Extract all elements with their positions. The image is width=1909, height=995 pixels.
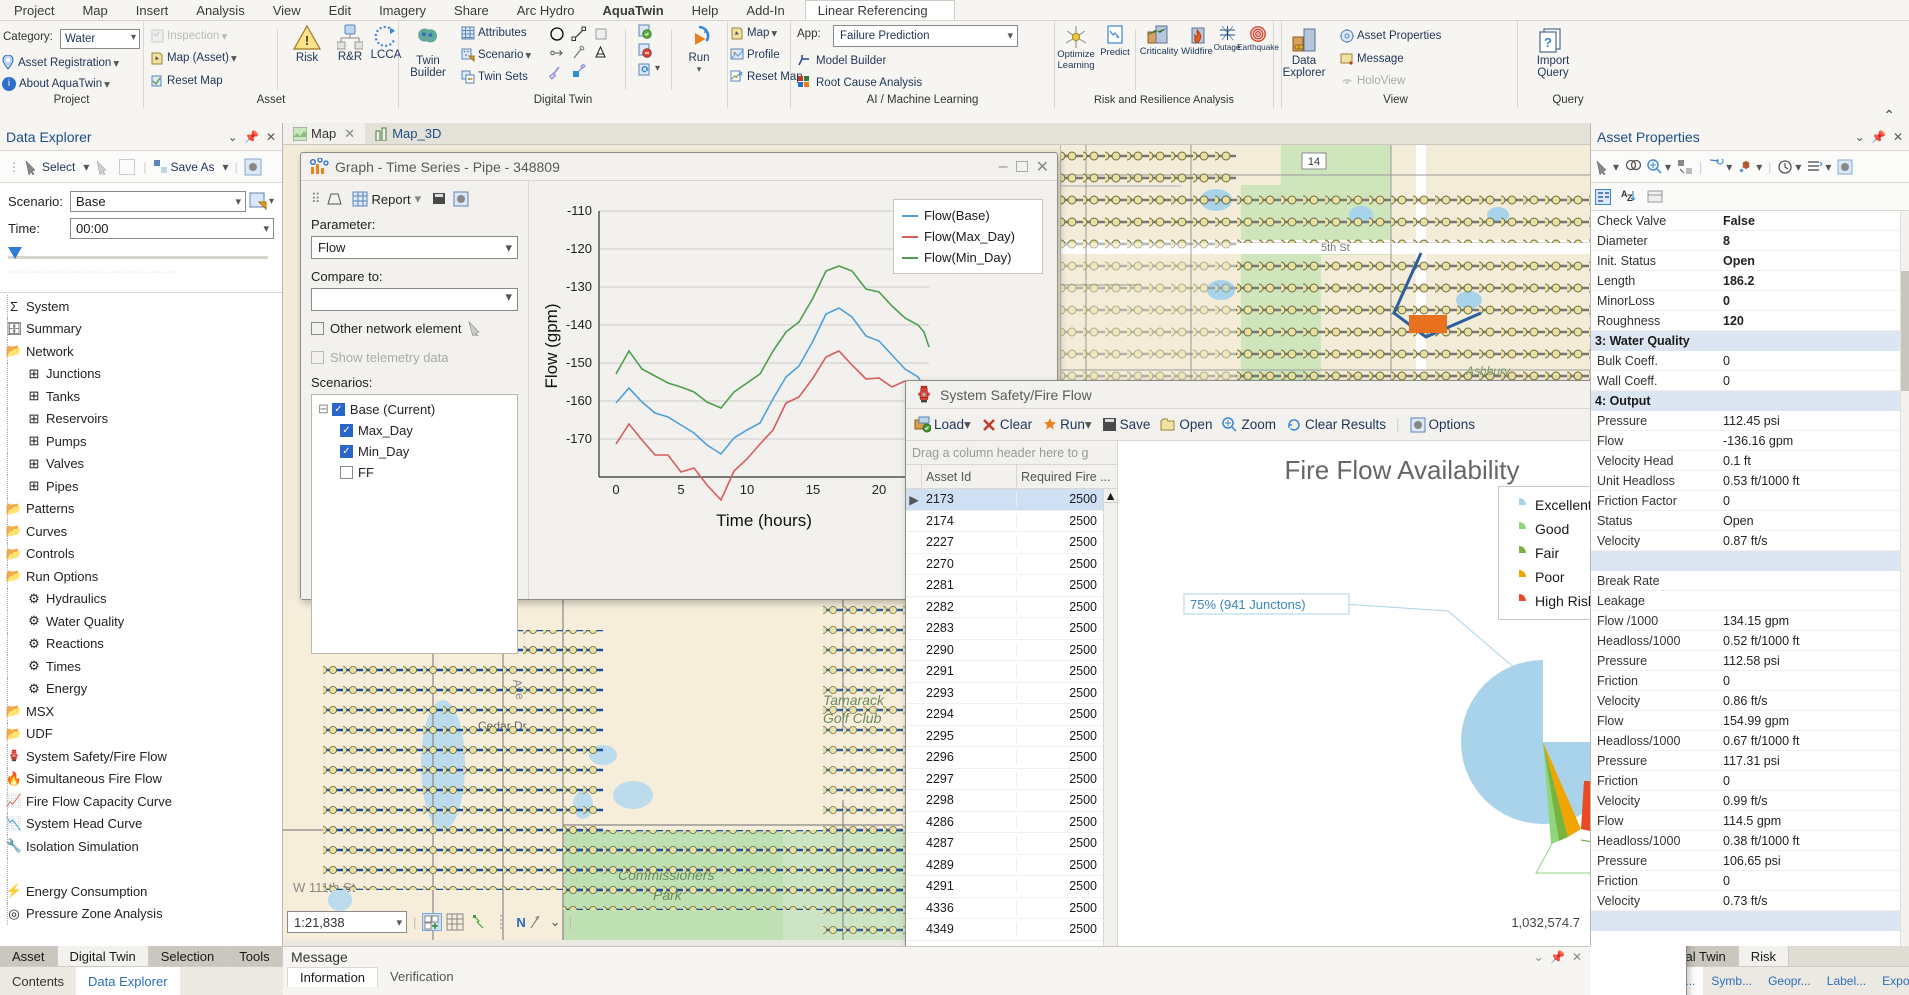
svg-text:15: 15 bbox=[806, 482, 820, 497]
svg-text:Ashbury: Ashbury bbox=[1465, 364, 1511, 378]
svg-text:14: 14 bbox=[1308, 156, 1320, 168]
svg-text:Time (hours): Time (hours) bbox=[716, 511, 812, 530]
svg-text:-110: -110 bbox=[567, 203, 592, 218]
svg-text:Z: Z bbox=[1627, 193, 1633, 203]
svg-text:-160: -160 bbox=[566, 393, 592, 408]
svg-text:75% (941 Junctons): 75% (941 Junctons) bbox=[1190, 597, 1306, 612]
svg-text:5: 5 bbox=[677, 482, 684, 497]
svg-text:-150: -150 bbox=[566, 355, 592, 370]
svg-text:-170: -170 bbox=[566, 431, 592, 446]
svg-text:-140: -140 bbox=[566, 317, 592, 332]
svg-text:20: 20 bbox=[872, 482, 886, 497]
svg-text:Flow (gpm): Flow (gpm) bbox=[542, 303, 561, 388]
svg-text:-130: -130 bbox=[566, 279, 592, 294]
svg-text:0: 0 bbox=[612, 482, 619, 497]
svg-text:-120: -120 bbox=[566, 241, 592, 256]
svg-text:10: 10 bbox=[740, 482, 754, 497]
svg-text:!: ! bbox=[305, 33, 309, 48]
svg-text:5th St: 5th St bbox=[1321, 242, 1350, 254]
svg-text:?: ? bbox=[1544, 35, 1552, 50]
